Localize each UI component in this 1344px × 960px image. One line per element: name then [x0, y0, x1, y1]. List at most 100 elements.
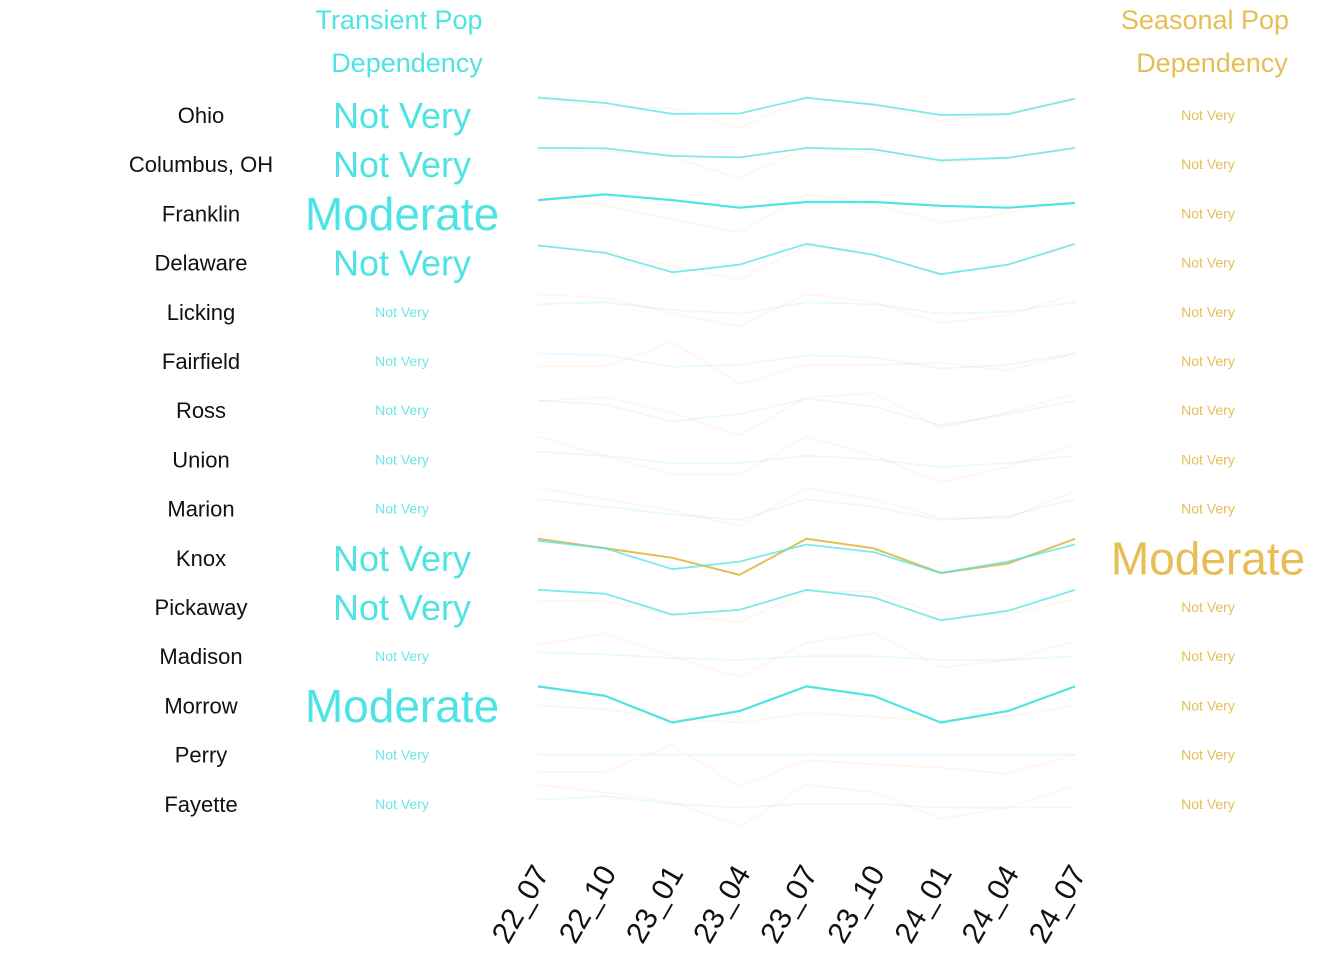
transient-header-line-1: Transient Pop	[315, 5, 482, 35]
seasonal-header: Seasonal Pop Dependency	[1121, 5, 1289, 78]
seasonal-series-line	[538, 146, 1076, 180]
seasonal-series-line	[537, 95, 1076, 130]
seasonal-level-label: Not Very	[1181, 304, 1235, 320]
transient-series-line	[537, 539, 1076, 574]
x-tick-label: 22_10	[553, 860, 623, 949]
region-label: Ohio	[178, 103, 224, 128]
transient-series-line	[537, 193, 1076, 209]
seasonal-header-line-2: Dependency	[1136, 48, 1288, 78]
transient-level-label: Not Very	[375, 451, 429, 467]
transient-series-line	[537, 498, 1076, 521]
region-row: Columbus, OH Not Very Not Very	[129, 144, 1235, 185]
region-row: Morrow Moderate Not Very	[164, 680, 1235, 732]
x-tick-label: 23_10	[821, 860, 891, 949]
transient-level-label: Not Very	[333, 144, 471, 185]
seasonal-series-line	[538, 341, 1076, 385]
transient-series-line	[537, 589, 1076, 622]
region-row: Union Not Very Not Very	[172, 447, 1235, 472]
x-axis-tick-labels: 22_0722_1023_0123_0423_0723_1024_0124_04…	[486, 860, 1093, 949]
region-row: Fayette Not Very Not Very	[164, 792, 1235, 817]
transient-series-line	[537, 397, 1076, 427]
seasonal-series-line	[537, 632, 1076, 678]
region-label: Ross	[176, 398, 226, 423]
seasonal-series-line	[537, 435, 1076, 483]
seasonal-level-label: Not Very	[1181, 451, 1235, 467]
transient-series-line	[537, 301, 1076, 315]
region-row: Ohio Not Very Not Very	[178, 95, 1235, 136]
region-rows: Ohio Not Very Not Very Columbus, OH Not Very…	[129, 95, 1305, 817]
region-row: Franklin Moderate Not Very	[162, 188, 1235, 240]
seasonal-level-label: Not Very	[1181, 255, 1235, 271]
transient-series-line	[537, 242, 1076, 276]
transient-level-label: Not Very	[333, 587, 471, 628]
region-label: Delaware	[155, 251, 248, 276]
transient-series-line	[537, 685, 1076, 724]
transient-header: Transient Pop Dependency	[315, 5, 483, 78]
transient-level-label: Not Very	[375, 648, 429, 664]
seasonal-series-line	[537, 193, 1076, 234]
region-label: Fairfield	[162, 349, 240, 374]
region-label: Morrow	[164, 693, 237, 718]
transient-level-label: Not Very	[333, 243, 471, 284]
seasonal-series-line	[538, 744, 1076, 788]
seasonal-level-label: Not Very	[1181, 402, 1235, 418]
x-tick-label: 22_07	[486, 860, 556, 949]
region-label: Union	[172, 447, 229, 472]
region-label: Franklin	[162, 201, 240, 226]
seasonal-series-line	[537, 244, 1076, 281]
seasonal-header-line-1: Seasonal Pop	[1121, 5, 1289, 35]
seasonal-series-line	[537, 537, 1076, 576]
seasonal-level-label: Not Very	[1181, 156, 1235, 172]
seasonal-level-label: Moderate	[1111, 532, 1305, 584]
transient-level-label: Not Very	[333, 538, 471, 579]
seasonal-series-line	[537, 392, 1076, 437]
seasonal-series-line	[537, 293, 1076, 328]
sparkline-lines	[537, 95, 1076, 828]
region-row: Marion Not Very Not Very	[167, 497, 1234, 522]
region-row: Pickaway Not Very Not Very	[155, 587, 1235, 628]
x-tick-label: 23_07	[754, 860, 824, 949]
transient-series-line	[537, 450, 1076, 468]
seasonal-level-label: Not Very	[1181, 796, 1235, 812]
transient-level-label: Not Very	[375, 353, 429, 369]
region-label: Marion	[167, 497, 234, 522]
x-tick-label: 24_07	[1023, 860, 1093, 949]
transient-level-label: Not Very	[375, 747, 429, 763]
region-label: Madison	[159, 644, 242, 669]
seasonal-level-label: Not Very	[1181, 353, 1235, 369]
seasonal-level-label: Not Very	[1181, 697, 1235, 713]
region-row: Knox Not Very Moderate	[176, 532, 1305, 584]
region-label: Licking	[167, 300, 235, 325]
x-tick-label: 23_04	[687, 860, 757, 949]
seasonal-level-label: Not Very	[1181, 599, 1235, 615]
x-tick-label: 24_01	[889, 860, 959, 949]
seasonal-series-line	[537, 486, 1076, 527]
seasonal-level-label: Not Very	[1181, 501, 1235, 517]
seasonal-series-line	[538, 591, 1076, 623]
region-row: Fairfield Not Very Not Very	[162, 349, 1235, 374]
transient-level-label: Not Very	[375, 304, 429, 320]
transient-level-label: Not Very	[375, 796, 429, 812]
region-row: Ross Not Very Not Very	[176, 398, 1235, 423]
x-tick-label: 23_01	[620, 860, 690, 949]
transient-level-label: Not Very	[333, 95, 471, 136]
region-label: Knox	[176, 546, 226, 571]
transient-series-line	[537, 352, 1076, 370]
seasonal-level-label: Not Very	[1181, 205, 1235, 221]
region-row: Perry Not Very Not Very	[175, 743, 1235, 768]
transient-series-line	[537, 651, 1076, 661]
seasonal-series-line	[537, 784, 1076, 828]
seasonal-series-line	[537, 704, 1076, 724]
transient-level-label: Moderate	[305, 680, 499, 732]
region-row: Madison Not Very Not Very	[159, 644, 1234, 669]
region-row: Licking Not Very Not Very	[167, 300, 1235, 325]
seasonal-level-label: Not Very	[1181, 107, 1235, 123]
transient-level-label: Not Very	[375, 402, 429, 418]
transient-series-line	[537, 795, 1075, 809]
region-label: Perry	[175, 743, 228, 768]
transient-series-line	[537, 96, 1076, 116]
transient-header-line-2: Dependency	[331, 48, 483, 78]
x-tick-label: 24_04	[956, 860, 1026, 949]
transient-level-label: Moderate	[305, 188, 499, 240]
